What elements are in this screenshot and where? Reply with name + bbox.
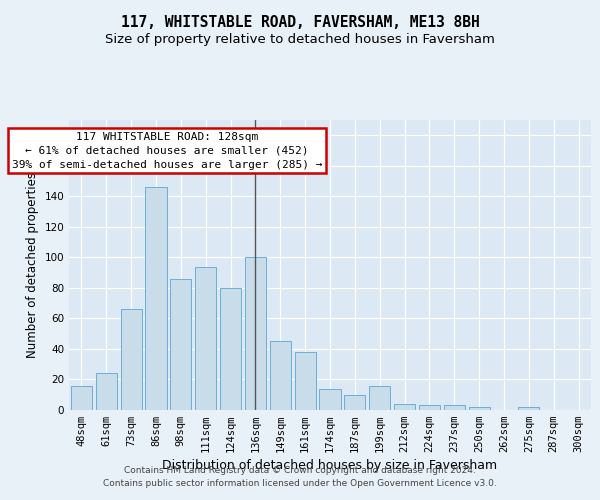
- Bar: [121, 310, 142, 410]
- Bar: [96, 374, 117, 410]
- Bar: [469, 407, 490, 410]
- Bar: [170, 278, 191, 410]
- Text: Contains HM Land Registry data © Crown copyright and database right 2024.
Contai: Contains HM Land Registry data © Crown c…: [103, 466, 497, 487]
- Bar: [145, 187, 167, 410]
- X-axis label: Distribution of detached houses by size in Faversham: Distribution of detached houses by size …: [163, 460, 497, 472]
- Bar: [270, 342, 291, 410]
- Bar: [245, 258, 266, 410]
- Text: 117 WHITSTABLE ROAD: 128sqm
← 61% of detached houses are smaller (452)
39% of se: 117 WHITSTABLE ROAD: 128sqm ← 61% of det…: [12, 132, 322, 170]
- Bar: [344, 394, 365, 410]
- Bar: [419, 406, 440, 410]
- Bar: [195, 266, 216, 410]
- Y-axis label: Number of detached properties: Number of detached properties: [26, 172, 39, 358]
- Bar: [394, 404, 415, 410]
- Bar: [369, 386, 390, 410]
- Bar: [71, 386, 92, 410]
- Bar: [295, 352, 316, 410]
- Bar: [444, 406, 465, 410]
- Text: 117, WHITSTABLE ROAD, FAVERSHAM, ME13 8BH: 117, WHITSTABLE ROAD, FAVERSHAM, ME13 8B…: [121, 15, 479, 30]
- Text: Size of property relative to detached houses in Faversham: Size of property relative to detached ho…: [105, 32, 495, 46]
- Bar: [220, 288, 241, 410]
- Bar: [319, 388, 341, 410]
- Bar: [518, 407, 539, 410]
